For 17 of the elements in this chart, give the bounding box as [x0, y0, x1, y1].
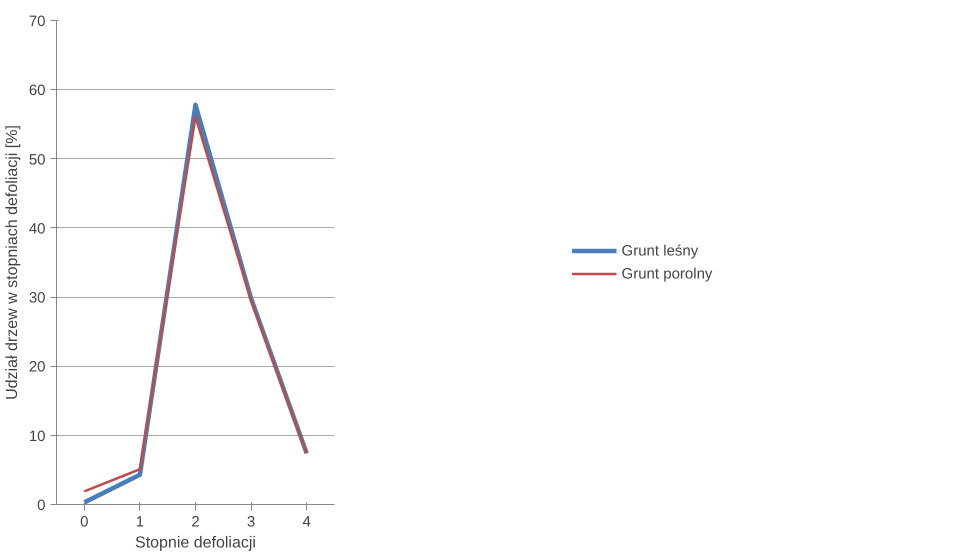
y-tick-label: 50: [28, 151, 46, 168]
y-tick-label: 40: [28, 220, 46, 238]
y-tick-label: 30: [28, 290, 46, 307]
y-tick-label: 20: [28, 358, 46, 376]
legend-label: Grunt leśny: [622, 242, 698, 259]
x-tick-label: 2: [191, 514, 200, 530]
y-tick-label: 70: [28, 13, 46, 30]
x-tick-label: 4: [302, 514, 311, 530]
x-axis-title: Stopnie defoliacji: [135, 534, 256, 552]
legend-label: Grunt porolny: [622, 265, 712, 282]
y-tick-label: 10: [28, 428, 46, 445]
x-tick-label: 0: [80, 514, 88, 530]
x-tick-label: 1: [136, 514, 144, 530]
y-tick-label: 0: [37, 497, 46, 514]
y-axis-title: Udział drzew w stopniach defoliacji [%]: [4, 125, 21, 400]
y-tick-label: 60: [28, 82, 46, 100]
x-tick-label: 3: [246, 514, 256, 530]
